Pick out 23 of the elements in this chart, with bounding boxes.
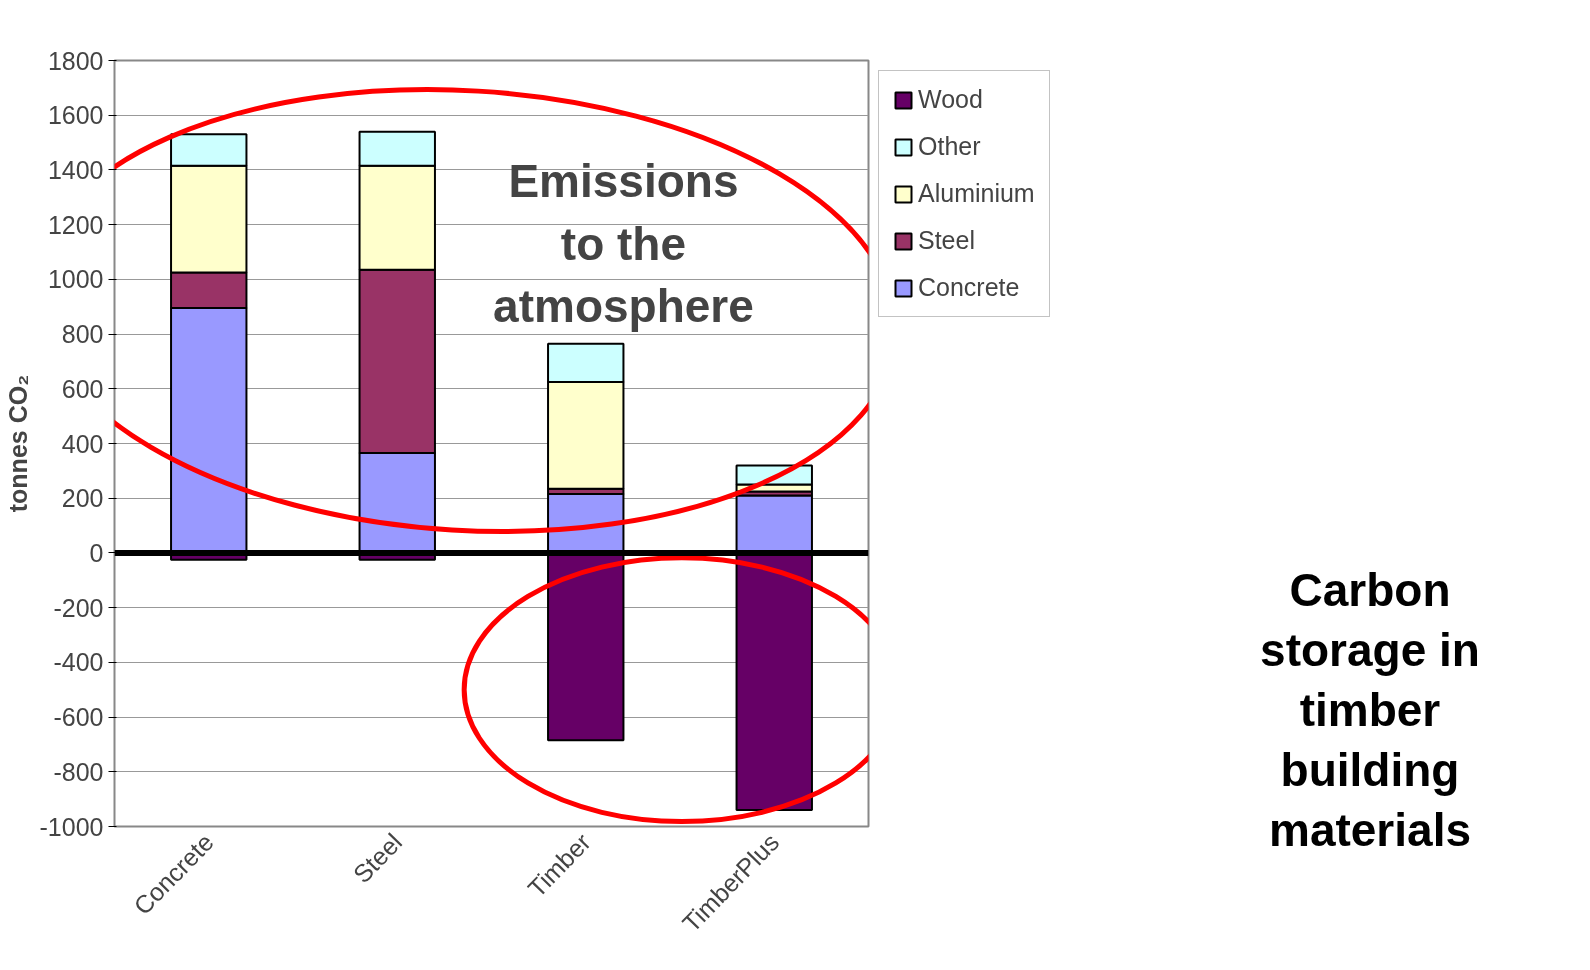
y-tick-label: 1800 (47, 46, 104, 75)
legend-label: Wood (918, 85, 983, 114)
legend-label: Concrete (918, 273, 1020, 302)
y-axis-title: tonnes CO₂ (3, 374, 32, 513)
y-tick-label: 600 (61, 374, 104, 403)
legend-label: Other (918, 132, 981, 161)
y-tick-label: 1200 (47, 210, 104, 239)
y-tick-label: 800 (61, 320, 104, 349)
y-tick-label: 200 (61, 484, 104, 513)
annotation: Emissions to the atmosphere (493, 155, 754, 333)
text: Carbon storage in timber building materials (1260, 563, 1480, 858)
y-tick-label: -600 (53, 703, 104, 732)
legend-label: Steel (918, 226, 975, 255)
y-tick-label: 400 (61, 429, 104, 458)
y-tick-label: -400 (53, 648, 104, 677)
y-tick-label: -200 (53, 593, 104, 622)
y-tick-label: 0 (89, 538, 104, 567)
y-tick-label: 1400 (47, 155, 104, 184)
y-tick-label: 1000 (47, 265, 104, 294)
legend-label: Aluminium (918, 179, 1035, 208)
y-tick-label: -800 (53, 757, 104, 786)
y-tick-label: 1600 (47, 101, 104, 130)
y-tick-label: -1000 (39, 812, 104, 841)
